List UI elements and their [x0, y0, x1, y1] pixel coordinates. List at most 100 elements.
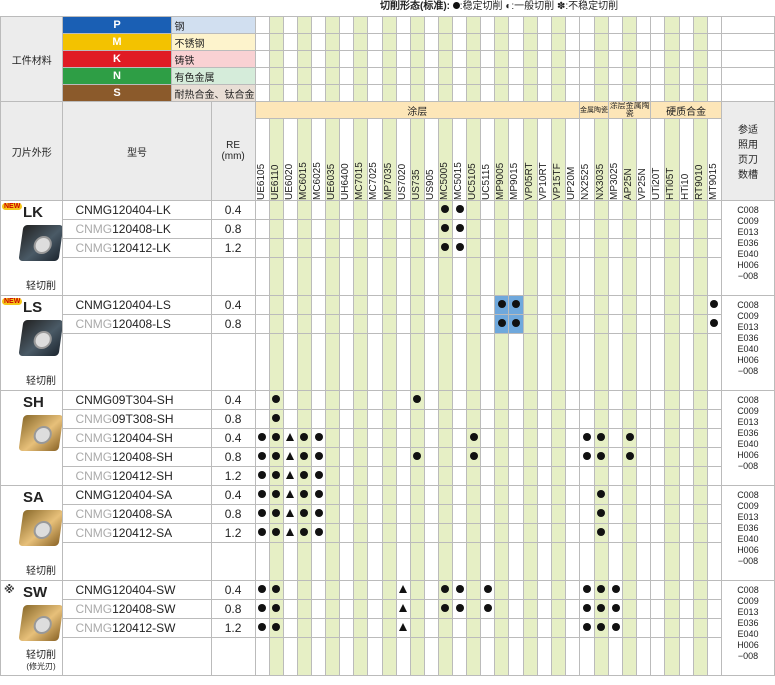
empty-cell	[678, 637, 694, 676]
material-cell	[480, 16, 496, 34]
empty-cell	[353, 333, 369, 391]
availability-cell	[522, 447, 538, 467]
empty-cell	[381, 333, 397, 391]
grade-label: UC5105	[467, 163, 479, 200]
material-cell	[367, 33, 383, 51]
material-cell	[268, 84, 284, 102]
availability-cell	[564, 219, 581, 239]
material-cell	[282, 84, 298, 102]
availability-cell	[508, 238, 524, 258]
availability-cell	[353, 580, 369, 600]
availability-cell	[636, 618, 652, 638]
empty-cell	[437, 542, 454, 581]
availability-cell	[367, 580, 383, 600]
material-cell	[423, 16, 439, 34]
empty-cell	[508, 637, 524, 676]
empty-cell	[254, 637, 270, 676]
empty-cell	[310, 637, 327, 676]
availability-cell	[622, 428, 638, 448]
availability-cell	[254, 618, 270, 638]
material-cell	[494, 84, 510, 102]
availability-cell	[494, 599, 510, 619]
material-ref-cell	[720, 33, 775, 51]
availability-cell	[608, 466, 624, 486]
model-prefix: CNMG	[75, 602, 113, 616]
material-cell	[367, 67, 383, 85]
re-value: 0.8	[210, 504, 256, 524]
availability-cell	[664, 485, 680, 505]
dot-icon	[469, 451, 478, 460]
grade-header-mp9005: MP9005	[494, 118, 510, 201]
material-cell	[381, 67, 397, 85]
availability-cell	[409, 219, 425, 239]
availability-cell	[608, 485, 624, 505]
material-cell	[296, 50, 312, 68]
grade-header-nx3035: NX3035	[593, 118, 610, 201]
availability-cell	[310, 447, 327, 467]
material-cell	[268, 50, 284, 68]
empty-cell	[579, 333, 595, 391]
empty-cell	[339, 333, 355, 391]
availability-cell	[508, 523, 524, 543]
availability-cell	[608, 295, 624, 315]
material-name: 不锈钢	[170, 33, 256, 51]
availability-cell	[395, 599, 411, 619]
material-cell	[296, 84, 312, 102]
availability-cell	[437, 314, 454, 334]
empty-cell	[254, 333, 270, 391]
availability-cell	[608, 409, 624, 429]
empty-cell	[480, 333, 496, 391]
availability-cell	[564, 200, 581, 220]
dot-icon	[272, 508, 281, 517]
ref-page: H006	[737, 545, 759, 555]
material-cell	[437, 50, 454, 68]
availability-cell	[692, 523, 708, 543]
empty-cell	[664, 333, 680, 391]
dot-icon	[272, 394, 281, 403]
availability-cell	[650, 447, 666, 467]
availability-cell	[664, 295, 680, 315]
availability-cell	[310, 390, 327, 410]
material-ref-cell	[720, 84, 775, 102]
material-cell	[353, 84, 369, 102]
availability-cell	[254, 466, 270, 486]
availability-cell	[437, 618, 454, 638]
availability-cell	[310, 428, 327, 448]
availability-cell	[678, 219, 694, 239]
empty-cell	[254, 257, 270, 296]
empty-cell	[437, 333, 454, 391]
grade-header-uti20t: UTi20T	[650, 118, 666, 201]
availability-cell	[268, 295, 284, 315]
availability-cell	[268, 314, 284, 334]
dot-icon	[314, 432, 323, 441]
availability-cell	[622, 238, 638, 258]
material-cell	[466, 16, 482, 34]
empty-cell	[622, 542, 638, 581]
availability-cell	[437, 466, 454, 486]
availability-cell	[593, 447, 610, 467]
availability-cell	[593, 314, 610, 334]
availability-cell	[409, 504, 425, 524]
material-cell	[437, 67, 454, 85]
availability-cell	[508, 504, 524, 524]
material-cell	[608, 50, 624, 68]
availability-cell	[437, 295, 454, 315]
availability-cell	[692, 390, 708, 410]
material-cell	[664, 84, 680, 102]
availability-cell	[282, 523, 298, 543]
material-cell	[522, 67, 538, 85]
empty-cell	[339, 637, 355, 676]
availability-cell	[296, 238, 312, 258]
availability-cell	[522, 200, 538, 220]
availability-cell	[706, 447, 722, 467]
dot-icon	[272, 622, 281, 631]
availability-cell	[536, 200, 552, 220]
empty-cell	[622, 637, 638, 676]
material-cell	[522, 50, 538, 68]
material-cell	[325, 67, 341, 85]
grade-header-hti05t: HTi05T	[664, 118, 680, 201]
availability-cell	[325, 200, 341, 220]
availability-cell	[636, 466, 652, 486]
empty-cell	[310, 333, 327, 391]
triangle-icon	[286, 527, 295, 536]
